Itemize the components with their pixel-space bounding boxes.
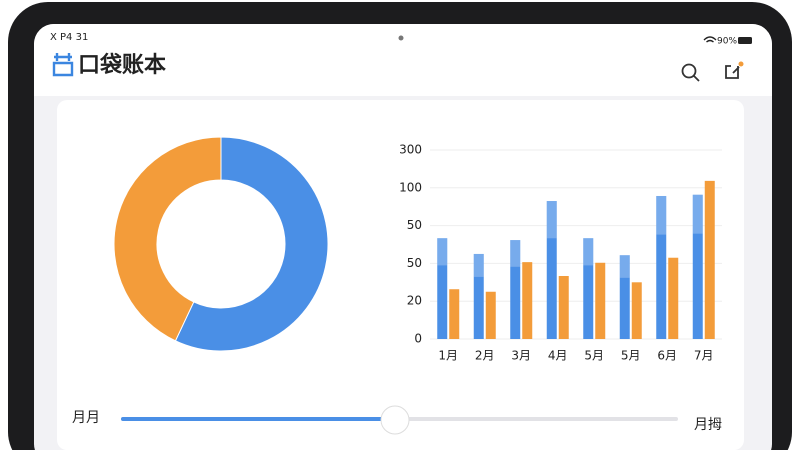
bar [583, 238, 594, 339]
bar [510, 240, 521, 339]
y-axis-label: 50 [407, 256, 422, 270]
bar [656, 195, 667, 339]
bar-highlight [656, 195, 667, 235]
slider-knob[interactable] [380, 405, 410, 435]
y-axis-label: 20 [407, 294, 422, 308]
bar-highlight [510, 240, 521, 267]
bar-highlight [437, 238, 448, 266]
bar [595, 262, 606, 339]
bar-highlight [473, 253, 484, 277]
edit-icon[interactable] [725, 65, 740, 79]
x-tick-label: 2月 [475, 349, 495, 363]
charts: 300 100 50 50 20 0 1月 2月 3月 4月 5月 5月 6月 7月 [113, 136, 722, 363]
bar [619, 255, 630, 339]
bar [668, 257, 679, 339]
bar [631, 282, 642, 339]
bar [546, 201, 557, 339]
bar [485, 291, 496, 339]
slider-fill [121, 417, 395, 421]
notify-dot [738, 61, 744, 67]
header-bg-lower [34, 60, 772, 96]
bar-highlight [583, 238, 594, 266]
slider-right-label: 月拇 [694, 417, 722, 433]
search-handle [693, 75, 700, 82]
bar-highlight [546, 201, 557, 239]
x-tick-label: 7月 [694, 349, 714, 363]
bar [522, 262, 533, 339]
y-axis-label: 100 [399, 180, 422, 194]
status-time: X P4 31 [50, 32, 88, 43]
bar [473, 253, 484, 339]
donut-slice [174, 136, 329, 352]
x-tick-label: 4月 [548, 349, 568, 363]
y-axis-label: 300 [399, 143, 422, 157]
donut-slice [113, 136, 222, 342]
wifi-icon [703, 36, 717, 43]
slider-left-label: 月月 [72, 410, 100, 426]
y-axis-label: 0 [414, 332, 422, 346]
x-tick-label: 3月 [511, 349, 531, 363]
bar [692, 194, 703, 339]
x-tick-label: 5月 [621, 349, 641, 363]
x-tick-label: 6月 [657, 349, 677, 363]
bar-highlight [619, 255, 630, 278]
app-title: 口袋账本 [78, 52, 166, 78]
bar [449, 289, 460, 339]
app-icon [52, 53, 74, 77]
y-axis-label: 50 [407, 218, 422, 232]
bar-highlight [692, 194, 703, 234]
x-tick-label: 1月 [438, 349, 458, 363]
battery-icon [738, 37, 752, 44]
battery-text: 90% [717, 37, 737, 47]
bar [558, 276, 569, 339]
camera [398, 35, 404, 41]
x-tick-label: 5月 [584, 349, 604, 363]
bar [704, 180, 715, 339]
bar [437, 238, 448, 339]
search-icon[interactable] [681, 63, 697, 79]
